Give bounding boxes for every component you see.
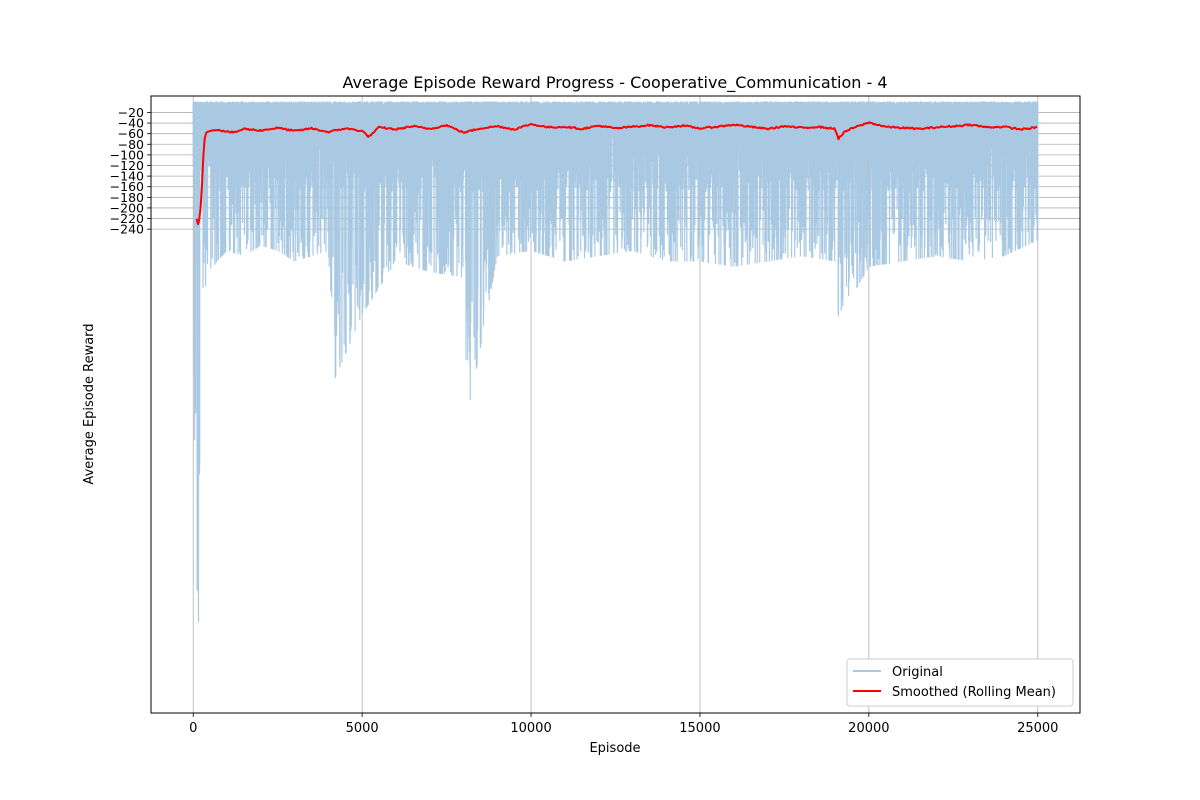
x-tick-label: 0 (189, 721, 197, 736)
y-tick-label: −60 (118, 126, 144, 141)
plot-area (150, 95, 1081, 714)
smoothed-series-line (195, 121, 1038, 226)
y-tick-label: −140 (110, 169, 144, 184)
x-tick-label: 5000 (346, 721, 379, 736)
x-tick-label: 10000 (510, 721, 551, 736)
y-axis-ticks: −20−40−60−80−100−120−140−160−180−200−220… (110, 105, 151, 237)
y-tick-label: −100 (110, 147, 144, 162)
y-tick-label: −120 (110, 158, 144, 173)
legend-label-original: Original (892, 665, 943, 680)
original-series (192, 101, 1039, 623)
x-tick-label: 15000 (679, 721, 720, 736)
smoothed-series (195, 121, 1038, 226)
y-tick-label: −220 (110, 211, 144, 226)
y-tick-label: −200 (110, 200, 144, 215)
legend: Original Smoothed (Rolling Mean) (846, 658, 1074, 707)
y-tick-label: −40 (118, 116, 144, 131)
y-tick-label: −20 (118, 105, 144, 120)
x-tick-label: 25000 (1017, 721, 1058, 736)
x-axis-ticks: 0 5000 10000 15000 20000 25000 (189, 713, 1058, 736)
x-tick-label: 20000 (848, 721, 889, 736)
y-tick-label: −240 (110, 222, 144, 237)
plot-frame (150, 95, 1081, 714)
y-tick-label: −180 (110, 190, 144, 205)
legend-label-smoothed: Smoothed (Rolling Mean) (892, 685, 1056, 700)
original-series-line (192, 101, 1039, 623)
chart-title: Average Episode Reward Progress - Cooper… (342, 73, 887, 93)
y-tick-label: −160 (110, 179, 144, 194)
y-axis-label: Average Episode Reward (82, 323, 97, 484)
legend-box (846, 658, 1074, 707)
x-axis-label: Episode (589, 741, 640, 756)
y-tick-label: −80 (118, 137, 144, 152)
